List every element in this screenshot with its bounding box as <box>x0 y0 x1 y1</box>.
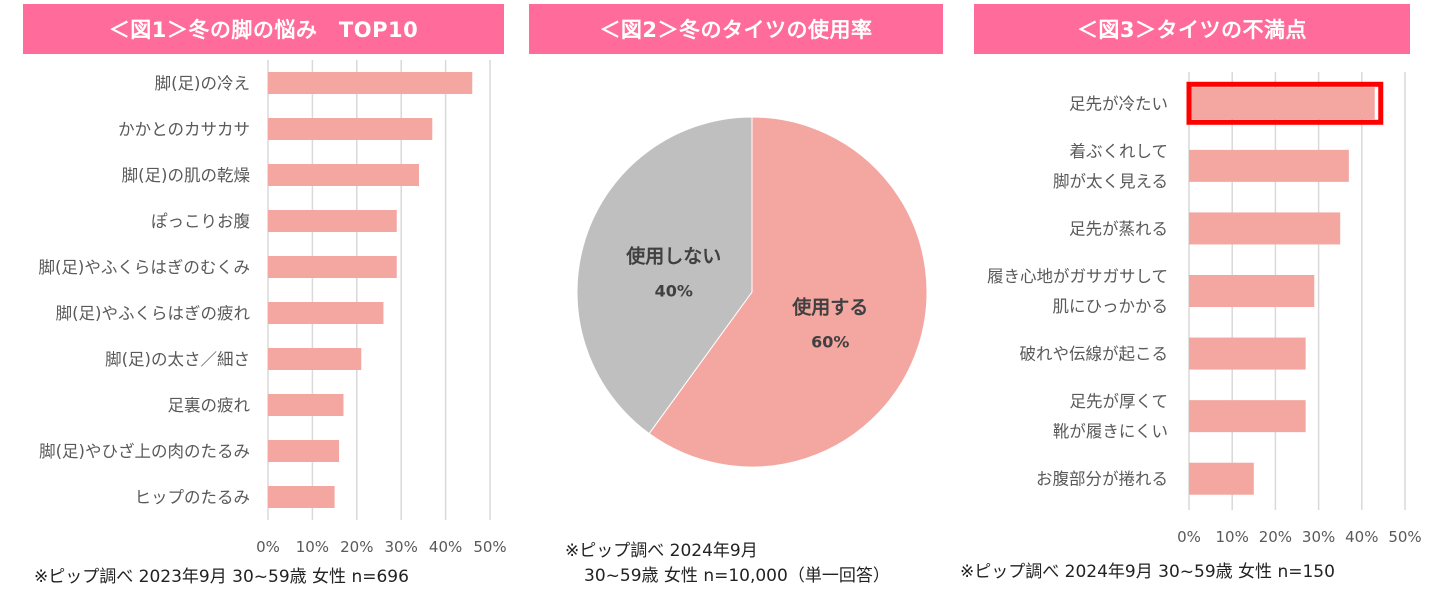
fig3-bar <box>1189 149 1349 182</box>
fig2-pie-chart: 使用する 60% 使用しない 40% <box>576 116 928 468</box>
fig1-x-tick-label: 30% <box>385 538 418 556</box>
fig3-bar-chart: 0% 10% 20% 30% 40% 50% 足先が冷たい着ぶくれして脚が太く見える足先が蒸… <box>987 72 1422 546</box>
fig1-bar-chart: 0% 10% 20% 30% 40% 50% 脚(足)の冷えかかとのカサカサ脚(足)の肌の乾… <box>38 60 507 556</box>
fig1-bar <box>268 118 433 140</box>
fig1-bar <box>268 440 340 462</box>
fig1-bar <box>268 348 362 370</box>
fig2-title: ＜図2＞冬のタイツの使用率 <box>529 4 943 54</box>
fig1-bar <box>268 72 473 94</box>
fig1-x-tick-label: 40% <box>429 538 462 556</box>
fig1-x-tick-label: 10% <box>296 538 329 556</box>
fig3-category-label: お腹部分が捲れる <box>1036 470 1168 489</box>
fig3-bar <box>1189 212 1341 245</box>
fig2-pie-slice <box>576 116 753 435</box>
fig1-x-tick-label: 50% <box>473 538 506 556</box>
fig1-bar <box>268 164 419 186</box>
fig3-category-label: 肌にひっかかる <box>1053 297 1169 316</box>
fig1-category-label: 脚(足)の肌の乾燥 <box>122 166 251 185</box>
fig1-category-label: 脚(足)やふくらはぎのむくみ <box>38 258 250 277</box>
fig3-category-label: 足先が蒸れる <box>1069 219 1168 238</box>
fig1-category-label: ぽっこりお腹 <box>151 212 250 231</box>
fig3-bar <box>1189 462 1254 495</box>
fig3-x-tick-label: 50% <box>1388 528 1421 546</box>
fig1-note: ※ピップ調べ 2023年9月 30~59歳 女性 n=696 <box>34 567 409 587</box>
fig3-bar <box>1189 275 1315 307</box>
fig1-bar <box>268 256 397 278</box>
fig1-bar <box>268 394 344 416</box>
fig1-category-label: ヒップのたるみ <box>135 488 251 507</box>
fig3-category-label: 靴が履きにくい <box>1053 422 1168 441</box>
fig1-bar <box>268 210 397 232</box>
fig3-x-tick-label: 10% <box>1216 528 1249 546</box>
fig3-bar <box>1189 337 1306 370</box>
fig2-note-line2: 30~59歳 女性 n=10,000（単一回答） <box>584 566 890 586</box>
fig2-pie-slice <box>648 116 928 468</box>
fig1-bar <box>268 486 335 508</box>
fig1-bar <box>268 302 384 324</box>
fig1-category-label: かかとのカサカサ <box>118 120 250 139</box>
fig3-x-tick-label: 30% <box>1302 528 1335 546</box>
fig3-x-tick-label: 0% <box>1177 528 1201 546</box>
fig2-slice-value-label: 60% <box>811 332 849 351</box>
fig1-x-tick-label: 0% <box>256 538 280 556</box>
fig3-highlight-box <box>1186 81 1384 125</box>
fig3-x-tick-label: 20% <box>1259 528 1292 546</box>
fig2-slice-label: 使用する <box>791 296 868 318</box>
fig1-category-label: 脚(足)の冷え <box>155 74 250 93</box>
fig3-title: ＜図3＞タイツの不満点 <box>974 4 1410 54</box>
fig1-x-tick-label: 20% <box>340 538 373 556</box>
fig3-category-label: 着ぶくれして <box>1069 142 1168 161</box>
fig2-note-line1: ※ピップ調べ 2024年9月 <box>565 541 758 561</box>
fig3-category-label: 脚が太く見える <box>1053 172 1168 191</box>
fig3-category-label: 足先が冷たい <box>1069 94 1168 113</box>
fig3-bar <box>1189 87 1375 120</box>
fig1-category-label: 足裏の疲れ <box>168 395 251 415</box>
fig1-category-label: 脚(足)の太さ／細さ <box>105 350 250 369</box>
fig2-slice-label: 使用しない <box>625 246 721 268</box>
fig1-category-label: 脚(足)やひざ上の肉のたるみ <box>39 441 250 461</box>
fig2-slice-value-label: 40% <box>655 282 693 301</box>
fig3-note: ※ピップ調べ 2024年9月 30~59歳 女性 n=150 <box>960 562 1335 582</box>
fig3-bar <box>1189 400 1306 433</box>
fig3-x-tick-label: 40% <box>1345 528 1378 546</box>
fig1-category-label: 脚(足)やふくらはぎの疲れ <box>56 304 251 323</box>
fig3-category-label: 足先が厚くて <box>1069 392 1168 411</box>
fig3-category-label: 破れや伝線が起こる <box>1020 345 1169 364</box>
fig1-title: ＜図1＞冬の脚の悩み TOP10 <box>23 4 504 54</box>
fig3-category-label: 履き心地がガサガサして <box>987 267 1168 286</box>
